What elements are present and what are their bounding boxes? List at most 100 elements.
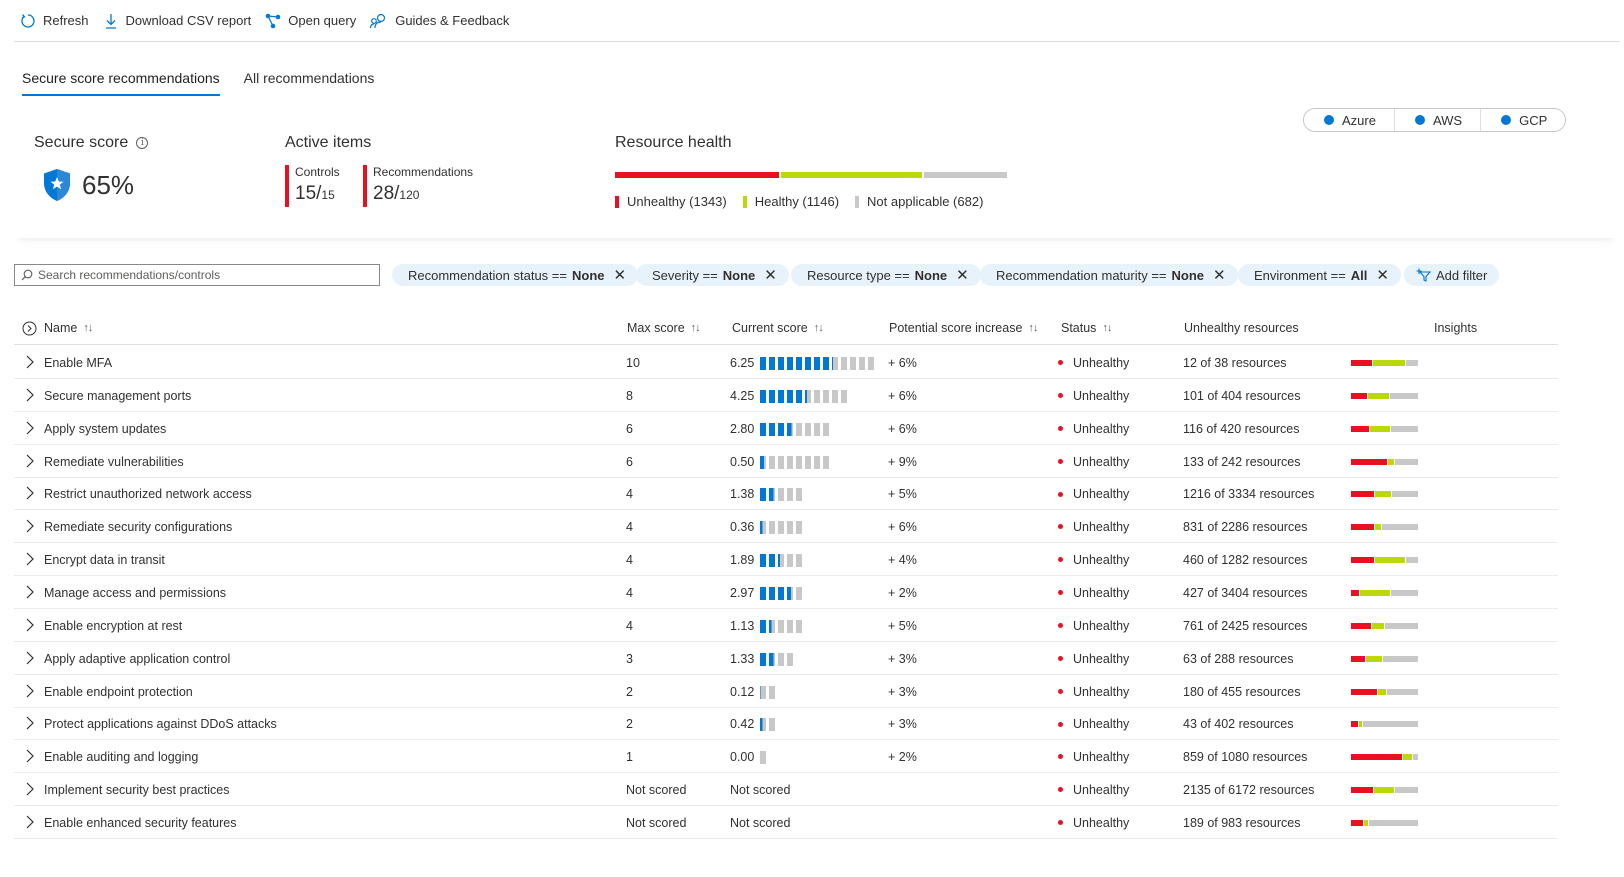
add-filter-label: Add filter bbox=[1436, 267, 1488, 283]
row-status: Unhealthy bbox=[1058, 389, 1129, 403]
table-row[interactable]: Enable auditing and logging 1 0.00 + 2% Unhe… bbox=[14, 740, 1558, 774]
row-name[interactable]: Encrypt data in transit bbox=[44, 553, 165, 568]
chevron-right-icon[interactable] bbox=[24, 388, 36, 402]
table-row[interactable]: Restrict unauthorized network access 4 1.3… bbox=[14, 477, 1558, 511]
row-name[interactable]: Enable enhanced security features bbox=[44, 815, 237, 830]
chevron-right-icon[interactable] bbox=[24, 618, 36, 632]
row-name[interactable]: Secure management ports bbox=[44, 388, 192, 403]
row-unhealthy-resources[interactable]: 2135 of 6172 resources bbox=[1183, 783, 1315, 798]
row-name[interactable]: Manage access and permissions bbox=[44, 585, 227, 600]
table-row[interactable]: Enable enhanced security features Not sco… bbox=[14, 806, 1558, 839]
download-csv-button[interactable]: Download CSV report bbox=[97, 0, 260, 42]
chevron-right-icon[interactable] bbox=[24, 815, 36, 829]
filter-environment[interactable]: Environment == All ✕ bbox=[1238, 264, 1401, 286]
row-name[interactable]: Enable MFA bbox=[44, 356, 113, 370]
row-unhealthy-resources[interactable]: 859 of 1080 resources bbox=[1183, 750, 1308, 765]
chevron-right-icon[interactable] bbox=[24, 355, 36, 369]
refresh-button[interactable]: Refresh bbox=[14, 0, 97, 42]
sort-icon[interactable]: ↑↓ bbox=[83, 322, 93, 334]
tab-secure-score-recommendations[interactable]: Secure score recommendations bbox=[22, 70, 220, 96]
row-unhealthy-resources[interactable]: 63 of 288 resources bbox=[1183, 651, 1294, 666]
chevron-right-icon[interactable] bbox=[24, 782, 36, 796]
table-row[interactable]: Protect applications against DDoS attack… bbox=[14, 707, 1558, 741]
chevron-right-icon[interactable] bbox=[24, 552, 36, 566]
env-azure-button[interactable]: Azure bbox=[1304, 109, 1395, 131]
row-unhealthy-resources[interactable]: 116 of 420 resources bbox=[1183, 421, 1300, 436]
row-unhealthy-resources[interactable]: 460 of 1282 resources bbox=[1183, 553, 1308, 568]
chevron-right-icon[interactable] bbox=[24, 519, 36, 533]
resource-health-minibar bbox=[1351, 458, 1418, 465]
close-icon[interactable]: ✕ bbox=[764, 267, 777, 284]
row-unhealthy-resources[interactable]: 831 of 2286 resources bbox=[1183, 520, 1308, 535]
column-status[interactable]: Status ↑↓ bbox=[1061, 321, 1112, 335]
search-input[interactable]: Search recommendations/controls bbox=[14, 264, 380, 286]
table-row[interactable]: Encrypt data in transit 4 1.89 + 4% Unhealth… bbox=[14, 543, 1558, 577]
table-row[interactable]: Enable MFA 10 6.25 + 6% Unhealthy 12 of 38 re… bbox=[14, 346, 1558, 379]
row-unhealthy-resources[interactable]: 189 of 983 resources bbox=[1183, 815, 1301, 830]
sort-icon[interactable]: ↑↓ bbox=[813, 322, 824, 334]
row-current-score: 1.89 bbox=[730, 553, 755, 568]
column-name[interactable]: Name ↑↓ bbox=[44, 321, 93, 335]
column-max-score[interactable]: Max score ↑↓ bbox=[627, 321, 701, 335]
table-row[interactable]: Remediate security configurations 4 0.36 + … bbox=[14, 510, 1558, 544]
guides-feedback-button[interactable]: Guides & Feedback bbox=[364, 0, 517, 42]
sort-icon[interactable]: ↑↓ bbox=[1102, 322, 1112, 334]
row-name[interactable]: Remediate vulnerabilities bbox=[44, 454, 184, 469]
row-name[interactable]: Protect applications against DDoS attack… bbox=[44, 717, 277, 732]
chevron-right-icon[interactable] bbox=[24, 454, 36, 468]
row-unhealthy-resources[interactable]: 43 of 402 resources bbox=[1183, 717, 1294, 732]
chevron-right-icon[interactable] bbox=[24, 716, 36, 730]
info-icon[interactable]: i bbox=[136, 137, 149, 149]
filter-resource-type[interactable]: Resource type == None ✕ bbox=[791, 264, 981, 286]
column-potential-score[interactable]: Potential score increase ↑↓ bbox=[889, 321, 1038, 335]
row-name[interactable]: Apply system updates bbox=[44, 421, 167, 436]
row-name[interactable]: Remediate security configurations bbox=[44, 520, 233, 535]
chevron-right-icon[interactable] bbox=[24, 749, 36, 763]
chevron-right-icon[interactable] bbox=[24, 684, 36, 698]
chevron-right-icon[interactable] bbox=[24, 585, 36, 599]
row-unhealthy-resources[interactable]: 101 of 404 resources bbox=[1183, 388, 1301, 403]
expand-all-icon[interactable] bbox=[22, 321, 37, 336]
table-row[interactable]: Apply system updates 6 2.80 + 6% Unhealthy 11… bbox=[14, 412, 1558, 445]
filter-recommendation-status[interactable]: Recommendation status == None ✕ bbox=[392, 264, 639, 286]
row-name[interactable]: Enable auditing and logging bbox=[44, 750, 199, 765]
close-icon[interactable]: ✕ bbox=[956, 267, 969, 284]
secure-score-title: Secure score bbox=[34, 134, 129, 151]
close-icon[interactable]: ✕ bbox=[1376, 267, 1389, 284]
sort-icon[interactable]: ↑↓ bbox=[690, 322, 701, 334]
row-name[interactable]: Enable encryption at rest bbox=[44, 618, 183, 633]
close-icon[interactable]: ✕ bbox=[1213, 267, 1226, 284]
row-name[interactable]: Restrict unauthorized network access bbox=[44, 487, 252, 502]
add-filter-button[interactable]: Add filter bbox=[1404, 264, 1500, 286]
row-unhealthy-resources[interactable]: 133 of 242 resources bbox=[1183, 454, 1301, 469]
row-name[interactable]: Apply adaptive application control bbox=[44, 651, 231, 666]
chevron-right-icon[interactable] bbox=[24, 421, 36, 435]
open-query-button[interactable]: Open query bbox=[259, 0, 364, 42]
row-unhealthy-resources[interactable]: 427 of 3404 resources bbox=[1183, 585, 1308, 600]
column-current-score[interactable]: Current score ↑↓ bbox=[732, 321, 824, 335]
row-name[interactable]: Implement security best practices bbox=[44, 783, 230, 798]
legend-healthy-label: Healthy (1146) bbox=[754, 194, 840, 209]
table-row[interactable]: Implement security best practices Not sco… bbox=[14, 773, 1558, 807]
filter-severity[interactable]: Severity == None ✕ bbox=[636, 264, 789, 286]
filter-recommendation-maturity[interactable]: Recommendation maturity == None ✕ bbox=[980, 264, 1238, 286]
env-aws-button[interactable]: AWS bbox=[1394, 109, 1482, 131]
table-row[interactable]: Enable encryption at rest 4 1.13 + 5% Unheal… bbox=[14, 609, 1558, 642]
close-icon[interactable]: ✕ bbox=[613, 267, 627, 284]
table-row[interactable]: Enable endpoint protection 2 0.12 + 3% Unhea… bbox=[14, 675, 1558, 708]
tab-all-recommendations[interactable]: All recommendations bbox=[243, 70, 375, 86]
chevron-right-icon[interactable] bbox=[24, 486, 36, 500]
table-row[interactable]: Apply adaptive application control 3 1.33 +… bbox=[14, 642, 1558, 675]
table-row[interactable]: Remediate vulnerabilities 6 0.50 + 9% Unheal… bbox=[14, 445, 1558, 478]
sort-icon[interactable]: ↑↓ bbox=[1028, 322, 1038, 334]
row-name[interactable]: Enable endpoint protection bbox=[44, 684, 193, 699]
table-row[interactable]: Manage access and permissions 4 2.97 + 2% Un… bbox=[14, 576, 1558, 609]
row-unhealthy-resources[interactable]: 1216 of 3334 resources bbox=[1183, 487, 1315, 502]
row-unhealthy-resources[interactable]: 180 of 455 resources bbox=[1183, 684, 1301, 699]
chevron-right-icon[interactable] bbox=[24, 651, 36, 665]
table-row[interactable]: Secure management ports 8 4.25 + 6% Unhealth… bbox=[14, 379, 1558, 412]
row-unhealthy-resources[interactable]: 12 of 38 resources bbox=[1183, 356, 1287, 370]
row-status: Unhealthy bbox=[1058, 685, 1129, 699]
env-gcp-button[interactable]: GCP bbox=[1481, 109, 1566, 131]
row-unhealthy-resources[interactable]: 761 of 2425 resources bbox=[1183, 618, 1308, 633]
